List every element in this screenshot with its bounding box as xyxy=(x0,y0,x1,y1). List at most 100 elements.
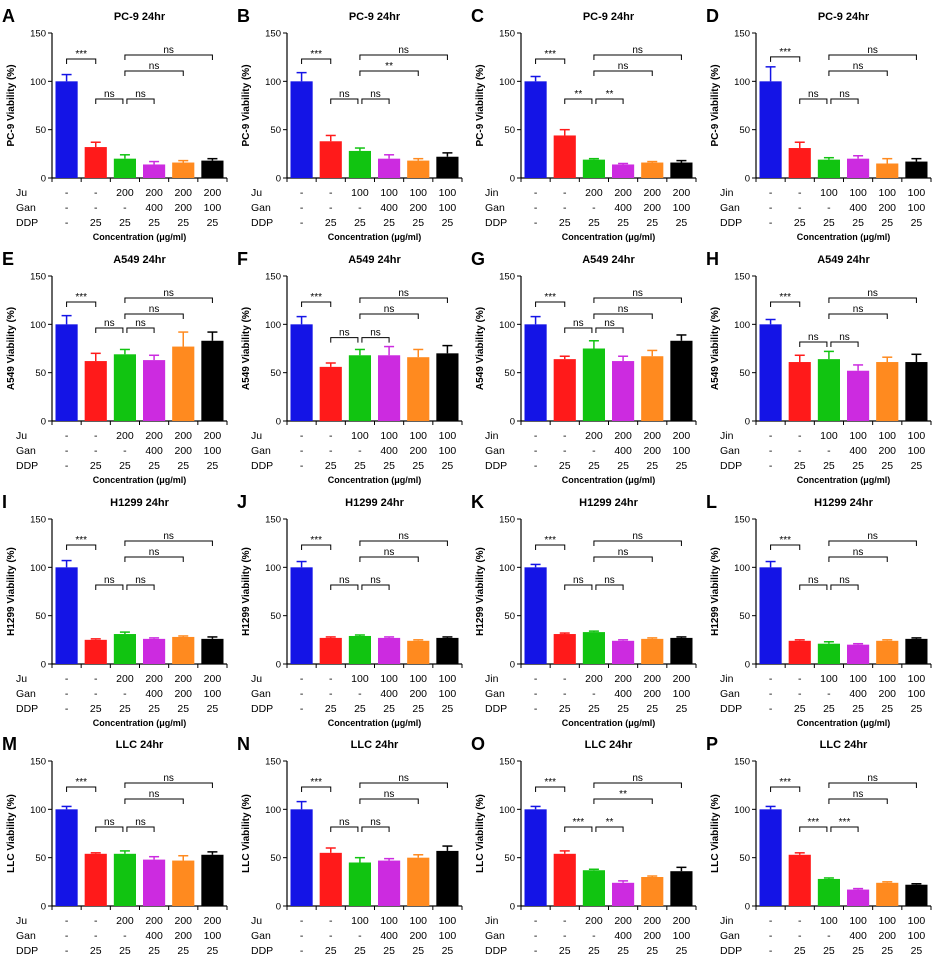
row-value: 100 xyxy=(204,688,222,700)
significance-label: *** xyxy=(75,49,87,60)
row-label: DDP xyxy=(16,217,38,229)
significance-label: ns xyxy=(573,318,584,329)
panel-a: A PC-9 24hr PC-9 Viability (%) 0 50 100 150 ***… xyxy=(2,6,228,242)
row-value: 25 xyxy=(412,945,424,957)
y-tick-label: 150 xyxy=(30,515,46,526)
significance-label: ns xyxy=(339,328,350,339)
x-axis-label: Concentration (μg/ml) xyxy=(328,475,422,485)
significance-bracket xyxy=(359,70,419,76)
row-value: 25 xyxy=(794,945,806,957)
significance-bracket xyxy=(66,301,97,307)
row-value: 25 xyxy=(823,460,835,472)
row-label: DDP xyxy=(720,945,742,957)
bar xyxy=(84,361,107,421)
significance-bracket xyxy=(799,584,828,590)
y-tick-label: 0 xyxy=(510,417,515,428)
significance-bracket xyxy=(330,826,359,832)
significance-bracket xyxy=(126,98,155,104)
row-value: 400 xyxy=(614,202,632,214)
y-tick-label: 150 xyxy=(499,272,515,283)
row-label: Jin xyxy=(485,187,499,199)
row-value: 200 xyxy=(145,673,163,685)
row-value: 25 xyxy=(646,703,658,715)
significance-bracket xyxy=(359,313,419,319)
row-value: - xyxy=(534,187,538,199)
bar xyxy=(113,634,136,664)
bar xyxy=(201,160,224,178)
row-value: 25 xyxy=(90,217,102,229)
y-tick-label: 0 xyxy=(276,660,281,671)
row-value: 25 xyxy=(177,217,189,229)
row-value: 25 xyxy=(325,217,337,229)
row-label: Gan xyxy=(485,202,505,214)
row-value: 25 xyxy=(676,703,688,715)
bar xyxy=(290,324,313,421)
panel-letter: M xyxy=(2,734,17,754)
row-value: 200 xyxy=(204,673,222,685)
row-value: 25 xyxy=(911,460,923,472)
row-value: - xyxy=(65,187,69,199)
significance-label: ns xyxy=(398,773,409,784)
row-value: 25 xyxy=(325,460,337,472)
row-value: 100 xyxy=(439,673,457,685)
row-label: Gan xyxy=(720,202,740,214)
row-value: - xyxy=(329,202,333,214)
row-value: - xyxy=(94,202,98,214)
y-tick-label: 100 xyxy=(734,805,750,816)
row-value: 100 xyxy=(908,930,926,942)
row-value: 400 xyxy=(145,688,163,700)
panel-letter: J xyxy=(237,492,247,512)
y-tick-label: 0 xyxy=(276,174,281,185)
bar xyxy=(759,324,782,421)
panel-letter: I xyxy=(2,492,7,512)
significance-bracket xyxy=(564,98,593,104)
row-value: 25 xyxy=(794,460,806,472)
x-axis-label: Concentration (μg/ml) xyxy=(562,475,656,485)
chart-title: H1299 24hr xyxy=(345,497,404,509)
bar xyxy=(876,640,899,664)
significance-bracket xyxy=(828,556,888,562)
row-value: 25 xyxy=(588,217,600,229)
x-axis-label: Concentration (μg/ml) xyxy=(93,475,187,485)
bar xyxy=(113,158,136,178)
panel-letter: K xyxy=(471,492,484,512)
row-value: 100 xyxy=(908,187,926,199)
row-value: 25 xyxy=(325,945,337,957)
y-tick-label: 50 xyxy=(270,853,281,864)
bar xyxy=(172,860,195,906)
y-tick-label: 150 xyxy=(734,515,750,526)
bar xyxy=(582,632,605,664)
row-label: DDP xyxy=(251,703,273,715)
row-value: 400 xyxy=(145,445,163,457)
row-value: 100 xyxy=(351,915,369,927)
row-value: 25 xyxy=(588,460,600,472)
row-label: DDP xyxy=(485,945,507,957)
row-label: Ju xyxy=(16,915,27,927)
row-value: 200 xyxy=(643,673,661,685)
row-label: DDP xyxy=(16,460,38,472)
bar xyxy=(319,141,342,178)
row-value: 100 xyxy=(673,445,691,457)
row-label: Gan xyxy=(16,445,36,457)
row-value: - xyxy=(827,202,831,214)
significance-label: ns xyxy=(135,817,146,828)
row-value: 25 xyxy=(881,460,893,472)
row-value: - xyxy=(358,202,362,214)
significance-label: ns xyxy=(853,789,864,800)
bar xyxy=(348,355,371,421)
row-value: 25 xyxy=(559,945,571,957)
significance-label: ** xyxy=(606,817,614,828)
significance-label: ns xyxy=(853,61,864,72)
row-value: - xyxy=(827,445,831,457)
panel-f: F A549 24hr A549 Viability (%) 0 50 100 150 ***… xyxy=(237,249,463,485)
significance-bracket xyxy=(359,297,448,303)
row-label: Gan xyxy=(251,202,271,214)
significance-label: ns xyxy=(104,318,115,329)
y-axis-label: H1299 Viability (%) xyxy=(475,547,486,636)
row-value: 200 xyxy=(585,673,603,685)
row-value: 25 xyxy=(90,460,102,472)
y-tick-label: 100 xyxy=(265,320,281,331)
bar xyxy=(201,854,224,906)
row-value: 25 xyxy=(207,703,219,715)
